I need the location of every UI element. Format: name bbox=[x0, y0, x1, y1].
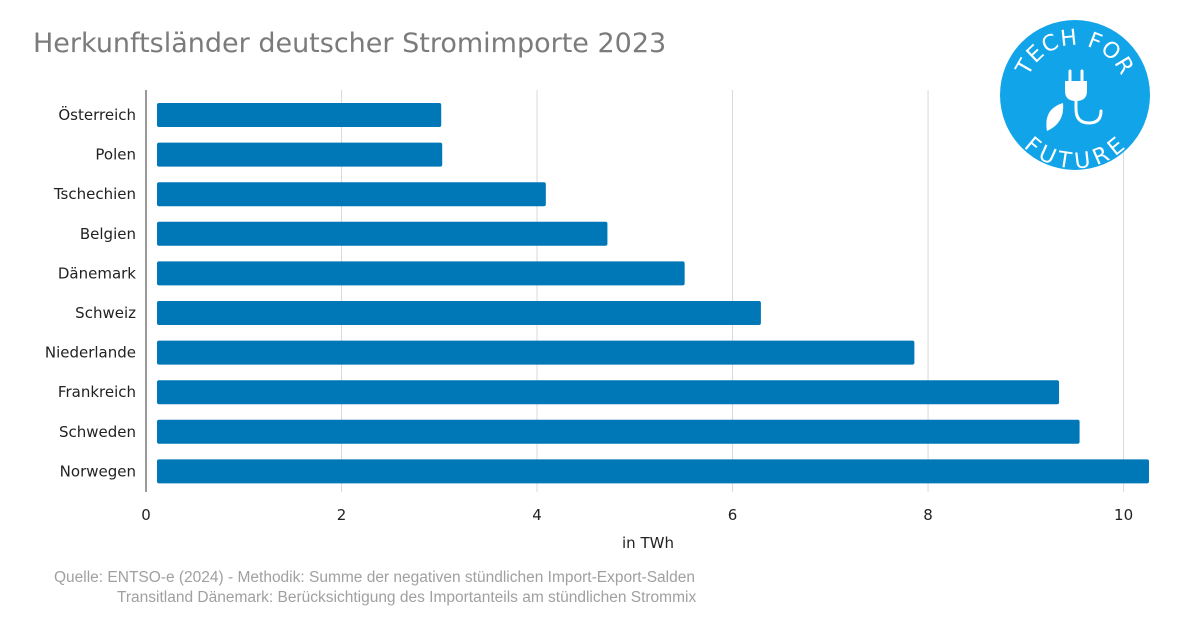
x-tick-label: 0 bbox=[141, 506, 151, 524]
x-tick-label: 4 bbox=[532, 506, 542, 524]
bars bbox=[157, 103, 1149, 484]
plug-leaf-icon bbox=[1046, 69, 1103, 131]
x-tick-label: 2 bbox=[337, 506, 347, 524]
x-tick-label: 6 bbox=[728, 506, 738, 524]
category-label: Niederlande bbox=[45, 344, 136, 362]
category-label: Schweden bbox=[59, 423, 136, 441]
bar bbox=[157, 221, 608, 246]
bar bbox=[157, 182, 546, 207]
x-tick-label: 10 bbox=[1114, 506, 1133, 524]
category-label: Frankreich bbox=[58, 383, 136, 401]
bar-chart: Österreich Polen Tschechien Belgien Dänemark… bbox=[45, 90, 1149, 552]
bar bbox=[157, 261, 685, 286]
bar bbox=[157, 459, 1149, 484]
bar bbox=[157, 301, 761, 325]
x-tick-labels: 0 2 4 6 8 10 bbox=[141, 506, 1133, 524]
source-line-1: Quelle: ENTSO-e (2024) - Methodik: Summe… bbox=[54, 569, 695, 586]
x-tick-label: 8 bbox=[923, 506, 933, 524]
bar bbox=[157, 419, 1080, 444]
category-label: Belgien bbox=[80, 225, 136, 243]
source-line-2: Transitland Dänemark: Berücksichtigung d… bbox=[117, 589, 697, 606]
x-axis-title: in TWh bbox=[622, 534, 674, 552]
category-label: Norwegen bbox=[60, 462, 136, 480]
category-label: Dänemark bbox=[58, 264, 136, 282]
tech-for-future-logo: TECH FOR FUTURE bbox=[1000, 20, 1150, 171]
chart-title: Herkunftsländer deutscher Stromimporte 2… bbox=[33, 28, 667, 59]
category-label: Österreich bbox=[58, 105, 136, 124]
category-label: Schweiz bbox=[75, 304, 136, 322]
bar bbox=[157, 142, 443, 167]
bar bbox=[157, 103, 442, 127]
category-label: Polen bbox=[95, 146, 136, 164]
bar bbox=[157, 380, 1060, 405]
category-labels: Österreich Polen Tschechien Belgien Dänemark… bbox=[45, 105, 136, 480]
category-label: Tschechien bbox=[53, 185, 136, 203]
bar bbox=[157, 340, 915, 365]
